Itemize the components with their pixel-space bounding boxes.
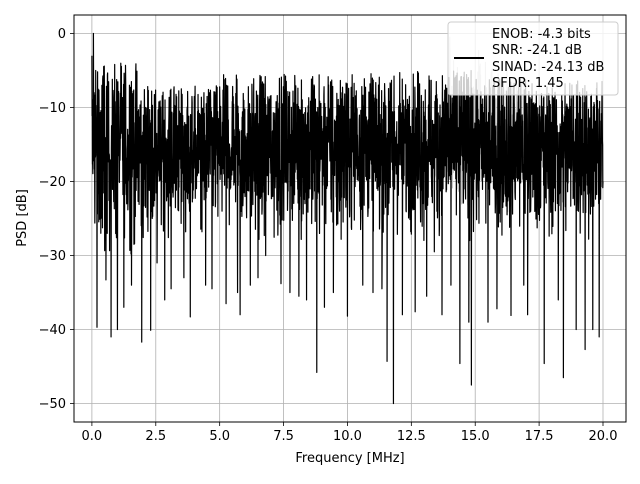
y-tick-label: −40	[39, 323, 66, 338]
x-axis-label: Frequency [MHz]	[295, 451, 404, 466]
y-tick-label: −50	[39, 397, 66, 412]
y-tick-label: −10	[39, 101, 66, 116]
legend: ENOB: -4.3 bits SNR: -24.1 dB SINAD: -24…	[447, 21, 619, 96]
x-ticks: 0.0 2.5 5.0 7.5 10.0 12.5 15.0 17.5 20.0	[82, 422, 618, 444]
x-tick-label: 15.0	[461, 429, 490, 444]
legend-enob: ENOB: -4.3 bits	[492, 27, 591, 42]
y-tick-label: −20	[39, 175, 66, 190]
axes-frame	[73, 14, 627, 423]
x-tick-label: 10.0	[333, 429, 362, 444]
x-tick-label: 5.0	[209, 429, 230, 444]
legend-box	[447, 21, 619, 96]
legend-sinad: SINAD: -24.13 dB	[492, 60, 604, 75]
psd-trace	[91, 32, 604, 405]
y-ticks: 0 −10 −20 −30 −40 −50	[39, 27, 74, 412]
y-tick-label: −30	[39, 249, 66, 264]
legend-sfdr: SFDR: 1.45	[492, 76, 564, 91]
x-tick-label: 2.5	[145, 429, 166, 444]
x-tick-label: 17.5	[525, 429, 554, 444]
x-tick-label: 0.0	[82, 429, 103, 444]
x-tick-label: 12.5	[397, 429, 426, 444]
legend-snr: SNR: -24.1 dB	[492, 43, 582, 58]
plot-area	[91, 32, 604, 405]
y-tick-label: 0	[58, 27, 66, 42]
y-axis-label: PSD [dB]	[15, 189, 30, 247]
x-tick-label: 7.5	[273, 429, 294, 444]
series-psd	[91, 32, 604, 405]
x-tick-label: 20.0	[589, 429, 618, 444]
